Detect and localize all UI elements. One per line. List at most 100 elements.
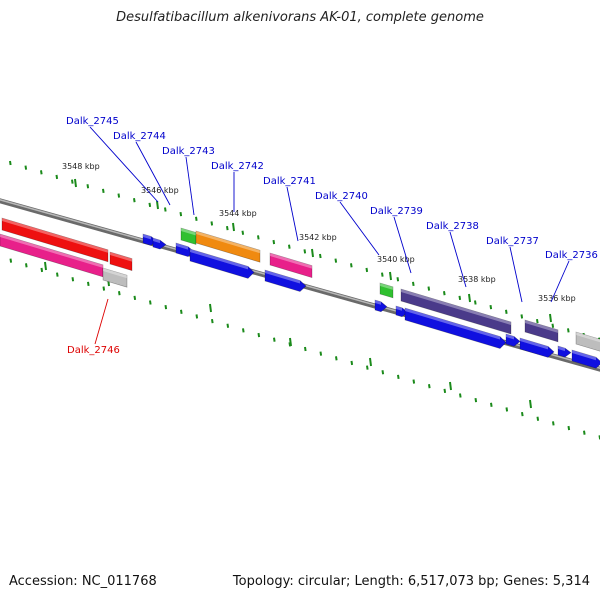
cds-arrow bbox=[505, 333, 521, 347]
major-tick bbox=[232, 222, 235, 232]
lower-tick bbox=[56, 272, 59, 277]
gene-leader-line bbox=[550, 260, 570, 303]
kbp-label: 3548 kbp bbox=[62, 162, 100, 171]
gene-block-gray-2736-highlight bbox=[576, 332, 600, 343]
gene-block-orange-highlight bbox=[196, 231, 260, 254]
lower-tick bbox=[521, 411, 524, 417]
gene-block-orange bbox=[195, 230, 261, 263]
lower-tick bbox=[366, 365, 369, 370]
kbp-label: 3540 kbp bbox=[377, 255, 415, 264]
major-tick bbox=[289, 337, 292, 347]
major-tick bbox=[468, 293, 471, 303]
lower-tick bbox=[505, 407, 509, 412]
gene-leader-line bbox=[89, 126, 159, 203]
lower-tick bbox=[412, 379, 416, 384]
gene-block-green-highlight bbox=[181, 228, 196, 236]
gene-block-gray-2736 bbox=[575, 331, 600, 352]
upper-tick bbox=[567, 328, 570, 333]
major-tick bbox=[529, 399, 532, 409]
gene-block-green-2740-highlight bbox=[380, 283, 393, 290]
lower-tick bbox=[25, 263, 28, 268]
lower-tick bbox=[335, 356, 338, 361]
lower-tick bbox=[242, 328, 245, 333]
upper-tick bbox=[350, 263, 353, 268]
gene-block-red-small-highlight bbox=[110, 252, 132, 262]
gene-features bbox=[0, 217, 600, 369]
lower-tick bbox=[490, 402, 493, 407]
gene-block-green-2740 bbox=[379, 282, 394, 299]
gene-label: Dalk_2745 bbox=[66, 116, 119, 127]
gene-label: Dalk_2744 bbox=[113, 131, 166, 142]
cds-arrow-highlight bbox=[265, 270, 300, 284]
upper-tick bbox=[195, 216, 198, 221]
gene-block-pink-2741-highlight bbox=[270, 253, 312, 269]
lower-tick bbox=[350, 360, 354, 366]
genome-summary-text: Topology: circular; Length: 6,517,073 bp… bbox=[232, 574, 590, 589]
kbp-labels: 3548 kbp 3546 kbp 3544 kbp 3542 kbp 3540 kbp… bbox=[62, 162, 576, 303]
major-tick bbox=[549, 313, 552, 323]
lower-tick bbox=[552, 421, 555, 426]
upper-tick bbox=[117, 193, 121, 198]
upper-tick bbox=[40, 170, 43, 175]
kbp-label: 3536 kbp bbox=[538, 294, 576, 303]
kbp-label: 3546 kbp bbox=[141, 186, 179, 195]
lower-tick bbox=[102, 286, 106, 291]
lower-tick bbox=[536, 416, 540, 421]
lower-tick bbox=[118, 291, 121, 296]
upper-tick bbox=[412, 281, 415, 287]
gene-block-red bbox=[1, 217, 109, 263]
cds-arrow-highlight bbox=[572, 350, 596, 361]
major-tick bbox=[209, 303, 212, 313]
gene-leader-line bbox=[286, 186, 299, 242]
upper-tick bbox=[443, 291, 446, 296]
upper-tick bbox=[334, 258, 338, 263]
gene-leader-line bbox=[339, 201, 380, 256]
upper-tick bbox=[24, 165, 28, 170]
upper-tick bbox=[427, 286, 431, 291]
lower-tick bbox=[474, 398, 478, 403]
upper-tick bbox=[396, 277, 400, 282]
upper-tick bbox=[102, 188, 105, 194]
upper-tick bbox=[257, 235, 260, 240]
cds-arrow-long-highlight bbox=[190, 249, 248, 270]
gene-block-red-highlight bbox=[2, 218, 108, 253]
cds-arrow bbox=[152, 237, 167, 250]
gene-leader-line bbox=[393, 216, 412, 274]
cds-arrow-long-highlight bbox=[405, 308, 500, 340]
lower-tick bbox=[257, 332, 261, 338]
major-tick bbox=[389, 271, 392, 281]
major-tick bbox=[449, 381, 452, 391]
kbp-tick-marks bbox=[9, 160, 600, 440]
lower-tick bbox=[211, 318, 214, 324]
kbp-label: 3544 kbp bbox=[219, 209, 257, 218]
cds-arrow-highlight bbox=[520, 338, 548, 350]
cds-arrow-highlight bbox=[396, 306, 402, 311]
upper-tick bbox=[55, 174, 59, 180]
gene-label: Dalk_2742 bbox=[211, 161, 264, 172]
upper-tick bbox=[133, 198, 136, 203]
lower-tick bbox=[567, 425, 571, 431]
gene-block-gray-highlight bbox=[103, 268, 127, 279]
genome-title: Desulfatibacillum alkenivorans AK-01, co… bbox=[116, 10, 484, 25]
gene-leader-line bbox=[185, 156, 195, 216]
cds-arrow bbox=[374, 299, 388, 313]
gene-label-leaders bbox=[89, 126, 570, 345]
upper-tick bbox=[241, 230, 245, 235]
upper-tick bbox=[319, 253, 322, 259]
upper-tick bbox=[536, 318, 539, 324]
lower-tick bbox=[397, 374, 400, 380]
gene-block-purple-highlight bbox=[401, 289, 511, 325]
upper-tick bbox=[505, 309, 508, 314]
upper-tick bbox=[9, 160, 12, 166]
gene-label: Dalk_2746 bbox=[67, 345, 120, 356]
lower-tick bbox=[71, 277, 75, 282]
gene-block-green bbox=[180, 227, 197, 245]
upper-tick bbox=[365, 267, 369, 273]
upper-tick bbox=[303, 249, 307, 254]
upper-tick bbox=[551, 323, 555, 328]
lower-tick bbox=[180, 309, 183, 314]
gene-label: Dalk_2743 bbox=[162, 146, 215, 157]
lower-tick bbox=[459, 393, 462, 398]
gene-label: Dalk_2737 bbox=[486, 236, 539, 247]
